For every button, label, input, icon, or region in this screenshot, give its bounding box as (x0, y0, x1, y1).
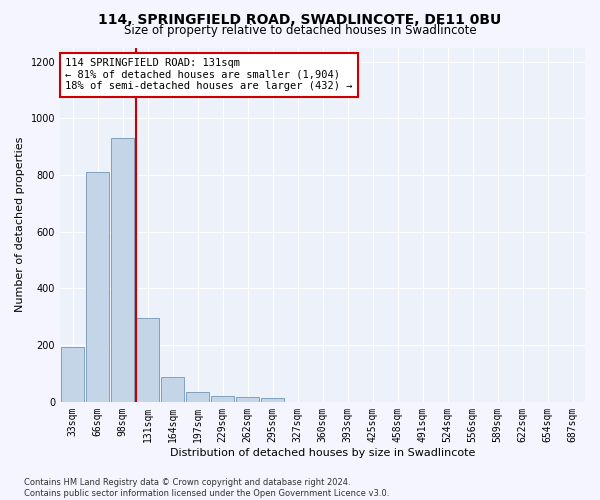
Bar (211, 396, 234, 402)
Bar (61, 347, 84, 402)
Y-axis label: Number of detached properties: Number of detached properties (15, 137, 25, 312)
Bar (186, 392, 209, 402)
X-axis label: Distribution of detached houses by size in Swadlincote: Distribution of detached houses by size … (170, 448, 475, 458)
Bar (136, 318, 159, 402)
Bar (161, 377, 184, 402)
Text: Size of property relative to detached houses in Swadlincote: Size of property relative to detached ho… (124, 24, 476, 37)
Bar (111, 138, 134, 402)
Bar (236, 396, 259, 402)
Bar (86, 172, 109, 402)
Text: Contains HM Land Registry data © Crown copyright and database right 2024.
Contai: Contains HM Land Registry data © Crown c… (24, 478, 389, 498)
Text: 114, SPRINGFIELD ROAD, SWADLINCOTE, DE11 0BU: 114, SPRINGFIELD ROAD, SWADLINCOTE, DE11… (98, 12, 502, 26)
Bar (261, 398, 284, 402)
Text: 114 SPRINGFIELD ROAD: 131sqm
← 81% of detached houses are smaller (1,904)
18% of: 114 SPRINGFIELD ROAD: 131sqm ← 81% of de… (65, 58, 353, 92)
